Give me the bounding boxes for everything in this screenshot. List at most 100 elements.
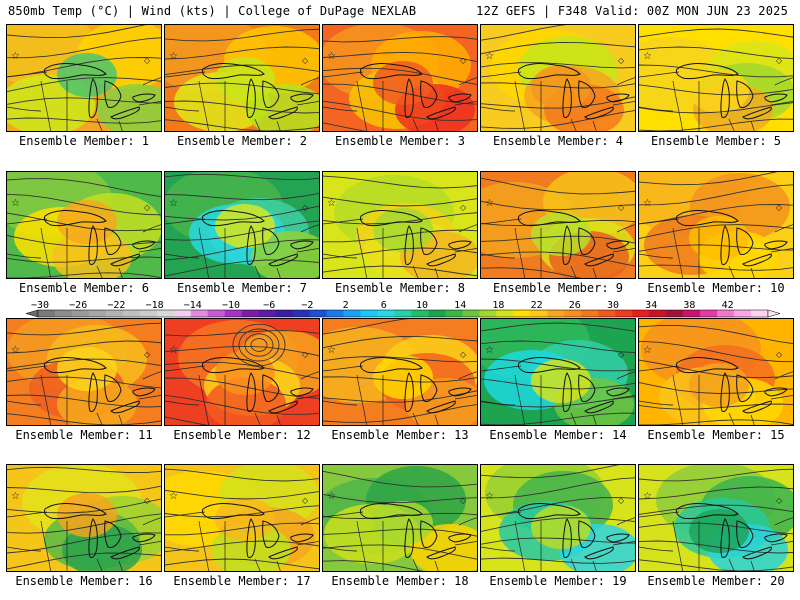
- great-lake-outline: [764, 93, 788, 103]
- great-lake-outline: [675, 357, 739, 374]
- state-border: [570, 118, 577, 131]
- state-border: [254, 558, 261, 571]
- state-border: [138, 247, 161, 253]
- height-contour: [165, 119, 319, 131]
- state-border: [616, 517, 635, 526]
- height-contour: [323, 196, 477, 207]
- colorbar-swatch: [615, 310, 633, 317]
- station-marker-icon: ◇: [144, 350, 151, 359]
- great-lake-outline: [584, 253, 614, 267]
- height-contour: [323, 36, 477, 43]
- ensemble-member-label: Ensemble Member: 5: [650, 134, 782, 148]
- height-contour: [165, 361, 319, 380]
- station-marker-icon: ◇: [144, 56, 151, 65]
- height-contour: [323, 493, 477, 504]
- state-border: [198, 374, 210, 425]
- ensemble-map-panel: ☆ ◇: [480, 464, 636, 572]
- colorbar-swatch: [343, 310, 361, 317]
- ensemble-map-panel: ☆ ◇: [638, 171, 794, 279]
- ensemble-member-label: Ensemble Member: 8: [334, 281, 466, 295]
- height-contour: [165, 192, 319, 201]
- great-lake-outline: [290, 387, 314, 397]
- height-contour: [165, 377, 319, 399]
- state-border: [7, 546, 42, 552]
- height-contour: [481, 340, 635, 354]
- great-lake-outline: [742, 400, 772, 414]
- colorbar-swatch: [479, 310, 497, 317]
- state-border: [750, 120, 755, 131]
- state-border: [612, 100, 635, 106]
- ensemble-member-label: Ensemble Member: 18: [331, 574, 469, 588]
- great-lake-outline: [246, 78, 256, 118]
- ensemble-map-panel: ☆ ◇: [164, 24, 320, 132]
- height-contour: [481, 267, 582, 278]
- state-border: [639, 253, 674, 259]
- height-contour: [639, 559, 793, 571]
- colorbar-tick-label: 42: [722, 300, 734, 311]
- state-border: [323, 106, 358, 112]
- great-lake-outline: [720, 225, 730, 265]
- great-lake-outline: [720, 78, 730, 118]
- height-contour: [639, 244, 793, 252]
- state-border: [728, 265, 735, 278]
- station-marker-icon: ☆: [485, 345, 494, 356]
- temperature-field-map: ☆ ◇: [323, 172, 477, 278]
- height-contour: [238, 328, 280, 362]
- state-border: [750, 414, 755, 425]
- state-border: [412, 118, 419, 131]
- state-border: [296, 394, 319, 400]
- state-border: [514, 80, 526, 131]
- colorbar-extend-low: [25, 309, 39, 318]
- great-lake-outline: [764, 240, 788, 250]
- state-border: [142, 77, 161, 86]
- temperature-field-map: ☆ ◇: [7, 172, 161, 278]
- height-contour: [7, 413, 161, 425]
- height-contour: [481, 251, 635, 267]
- height-contour: [323, 356, 477, 363]
- height-contour: [250, 338, 268, 352]
- state-border: [198, 227, 210, 278]
- height-contour: [323, 83, 477, 105]
- great-lake-outline: [584, 546, 614, 560]
- height-contour: [481, 62, 635, 69]
- colorbar-swatch: [700, 310, 718, 317]
- great-lake-outline: [43, 357, 107, 374]
- colorbar-swatch: [734, 310, 752, 317]
- ensemble-map-panel: ☆ ◇: [322, 318, 478, 426]
- colorbar-tick-label: −10: [222, 300, 240, 311]
- great-lake-outline: [675, 503, 739, 520]
- station-marker-icon: ◇: [460, 496, 467, 505]
- colorbar-swatch: [71, 310, 90, 317]
- temperature-region: [373, 61, 433, 105]
- height-contour: [481, 537, 635, 545]
- colorbar-swatch: [88, 310, 107, 317]
- station-marker-icon: ☆: [643, 198, 652, 209]
- great-lake-outline: [268, 546, 298, 560]
- temperature-region: [531, 359, 591, 403]
- great-lake-outline: [359, 357, 423, 374]
- colorbar-swatch: [513, 310, 531, 317]
- height-contour: [165, 522, 319, 536]
- station-marker-icon: ◇: [618, 56, 625, 65]
- height-contour: [639, 340, 793, 363]
- height-contour: [481, 378, 635, 390]
- great-lake-outline: [110, 546, 140, 560]
- state-border: [774, 371, 793, 380]
- height-contour: [7, 193, 161, 216]
- great-lake-outline: [420, 520, 438, 548]
- height-contour: [639, 28, 793, 38]
- great-lake-outline: [562, 78, 572, 118]
- height-contour: [481, 412, 635, 425]
- ensemble-member-label: Ensemble Member: 11: [15, 428, 153, 442]
- great-lake-outline: [742, 253, 772, 267]
- great-lake-outline: [736, 80, 754, 108]
- state-border: [276, 120, 281, 131]
- great-lake-outline: [578, 520, 596, 548]
- state-border: [592, 120, 597, 131]
- state-border: [276, 560, 281, 571]
- temperature-region: [52, 231, 132, 278]
- great-lake-outline: [578, 227, 596, 255]
- colorbar-tick-label: −30: [31, 300, 49, 311]
- height-contour: [323, 319, 409, 335]
- ensemble-map-panel: ☆ ◇: [6, 464, 162, 572]
